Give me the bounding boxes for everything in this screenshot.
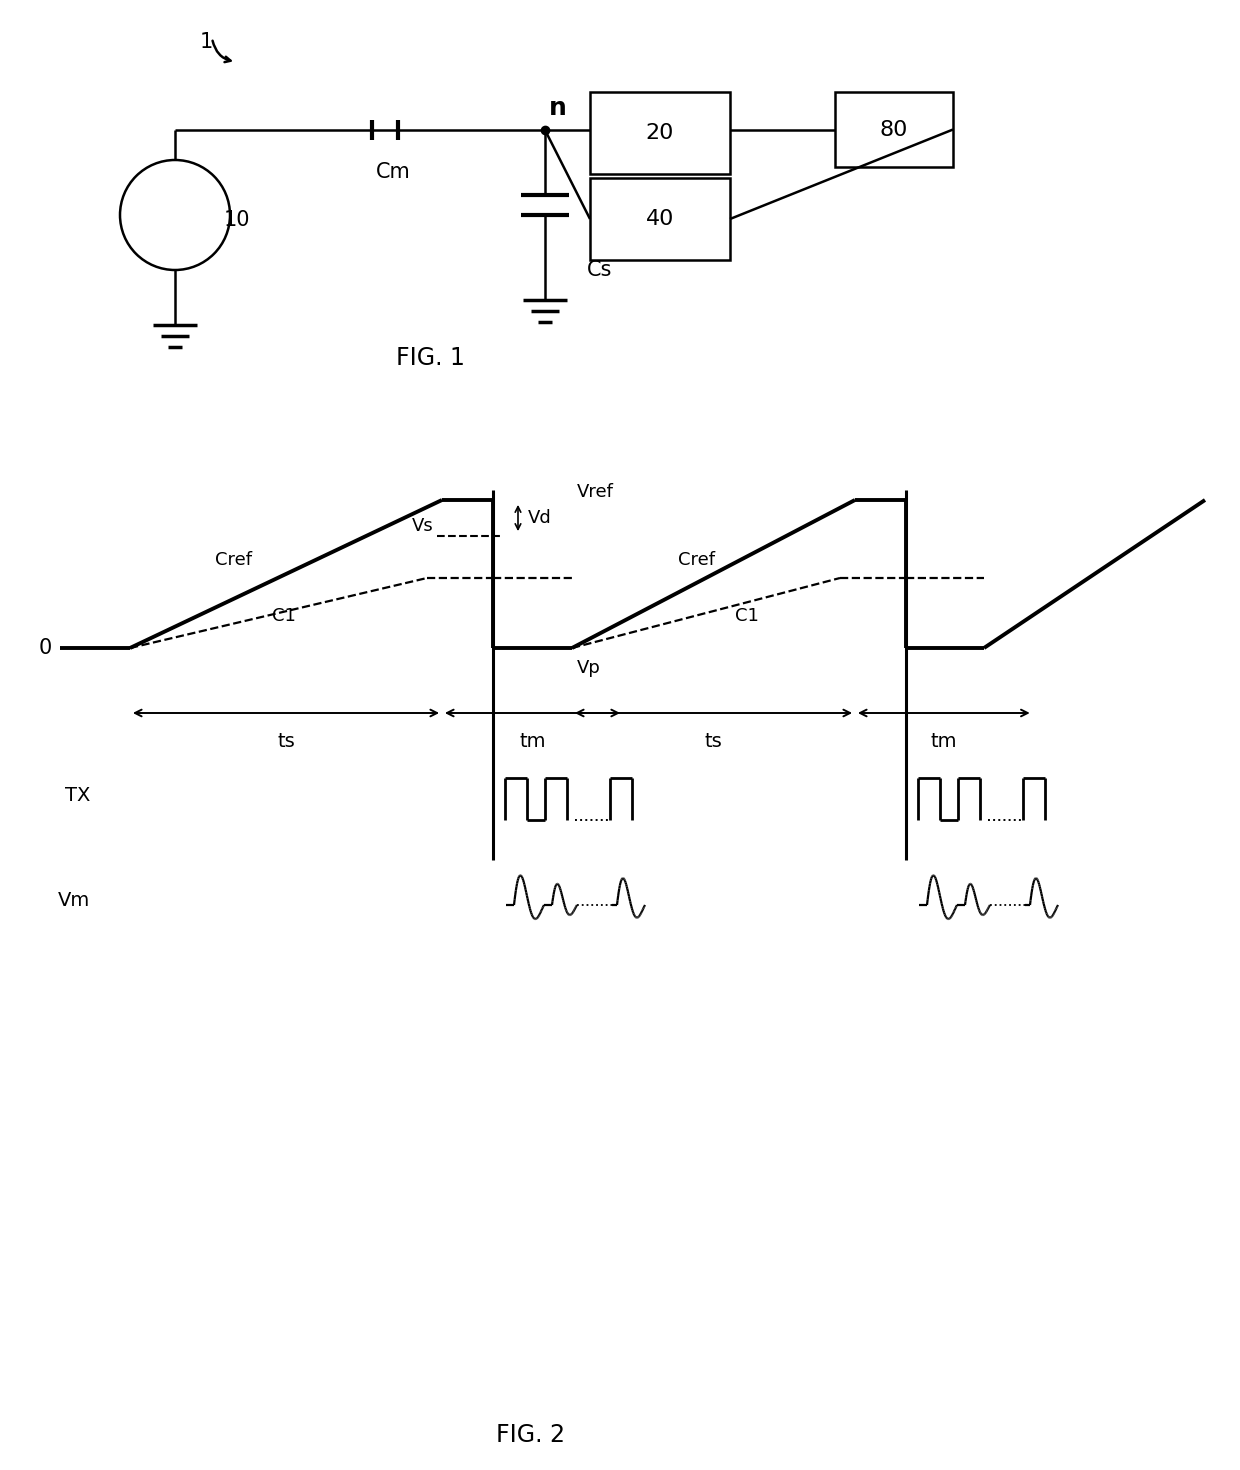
Text: Cref: Cref [215,551,252,569]
Text: ts: ts [704,732,723,751]
Text: 40: 40 [646,209,675,229]
Text: 0: 0 [38,638,52,659]
Text: n: n [549,96,567,121]
Text: Vref: Vref [577,484,614,501]
Bar [590,178,730,260]
Text: 10: 10 [223,210,250,229]
Text: Cref: Cref [678,551,715,569]
Text: Vp: Vp [577,659,601,678]
Text: C1: C1 [735,607,759,625]
Text: Cm: Cm [376,162,410,182]
Text: Vd: Vd [528,509,552,528]
Text: tm: tm [930,732,957,751]
Text: FIG. 1: FIG. 1 [396,345,465,370]
Text: Vm: Vm [58,891,91,910]
Text: Vs: Vs [412,517,434,535]
Text: 80: 80 [880,119,908,140]
Bar [590,93,730,173]
Text: tm: tm [520,732,546,751]
Text: FIG. 2: FIG. 2 [496,1423,564,1446]
Bar [835,93,954,168]
Text: ts: ts [277,732,295,751]
Text: Cs: Cs [588,260,613,279]
Text: 20: 20 [646,123,675,143]
Text: C1: C1 [272,607,296,625]
Text: 1: 1 [200,32,213,51]
Text: TX: TX [64,785,91,804]
